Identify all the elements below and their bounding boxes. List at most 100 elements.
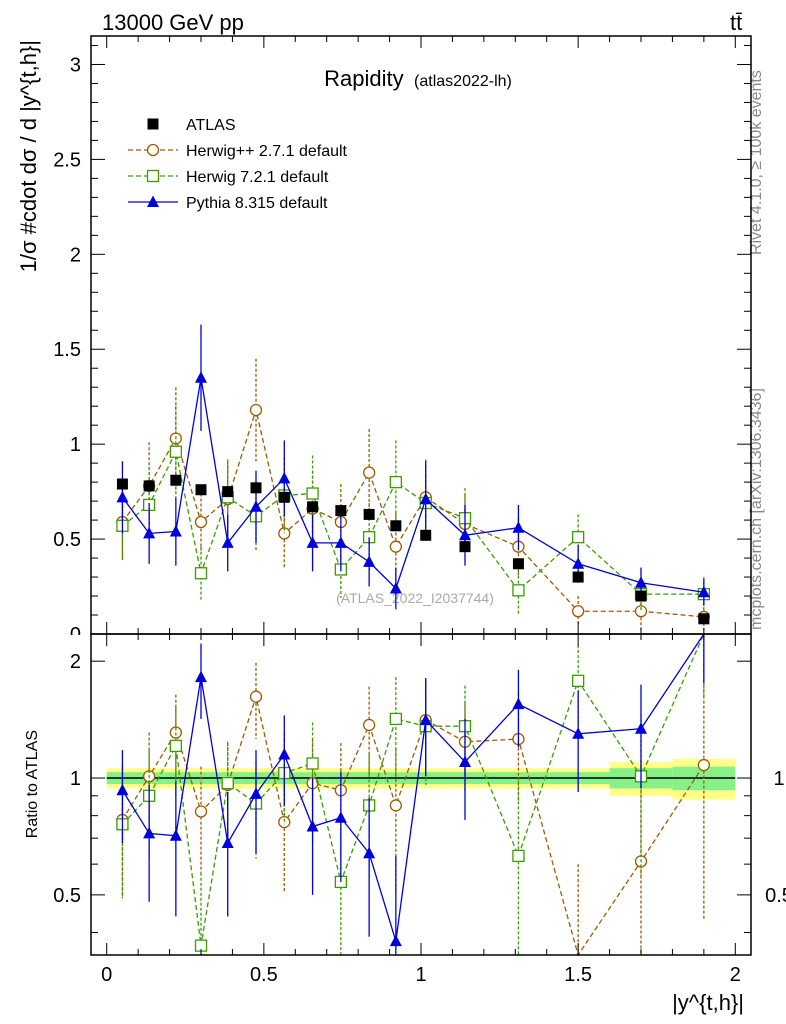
herwig-7-2-1-default-ratio-point — [571, 674, 585, 687]
chart-title: Rapidity — [324, 66, 403, 91]
atlas-point — [572, 571, 584, 583]
legend-label: ATLAS — [186, 117, 236, 134]
x-axis-label: |y^{t,h}| — [672, 990, 744, 1015]
herwig-7-2-1-default-point — [306, 487, 319, 500]
ratio-y-tick-label-right: 0.5 — [765, 885, 786, 907]
pythia-8-315-default-point — [389, 581, 402, 594]
herwig-7-2-1-default-point — [571, 531, 585, 544]
herwig-2-7-1-default-ratio-point — [249, 690, 263, 703]
atlas-point — [512, 558, 524, 570]
ratio-y-tick-label: 1 — [70, 768, 81, 790]
pythia-8-315-default-point — [635, 576, 647, 588]
pythia-8-315-default-ratio-point — [116, 783, 129, 796]
atlas-point — [390, 520, 402, 532]
legend-entry-atlas: ATLAS — [147, 117, 236, 134]
herwig-7-2-1-default-ratio-point — [389, 712, 403, 726]
legend-label: Herwig++ 2.7.1 default — [186, 143, 348, 160]
x-tick-label: 1 — [415, 964, 426, 986]
pythia-8-315-default-point — [169, 524, 182, 537]
herwig-7-2-1-default-ratio-point — [512, 849, 525, 863]
pythia-8-315-default-point — [116, 490, 129, 503]
pythia-8-315-default-point — [419, 492, 432, 505]
pythia-8-315-default-ratio-series — [116, 633, 705, 955]
atlas-series — [116, 474, 710, 625]
herwig-2-7-1-default-point — [634, 605, 648, 618]
legend-entry-pythia-8-315-default: Pythia 8.315 default — [128, 195, 328, 212]
herwig-2-7-1-default-point — [389, 540, 403, 553]
herwig-2-7-1-default-point — [249, 403, 263, 417]
zero-label-mask — [40, 635, 90, 649]
pythia-8-315-default-ratio-point — [389, 934, 402, 947]
atlas-point — [250, 482, 262, 494]
herwig-7-2-1-default-line — [122, 449, 704, 595]
x-tick-label: 1.5 — [564, 964, 592, 986]
legend-marker — [146, 143, 160, 157]
chart-title-group: Rapidity (atlas2022-lh) — [324, 66, 512, 91]
herwig-7-2-1-default-ratio-point — [306, 757, 319, 770]
pythia-8-315-default-line — [121, 377, 704, 593]
legend-entry-herwig-7-2-1-default: Herwig 7.2.1 default — [128, 169, 329, 186]
herwig-2-7-1-default-point — [571, 605, 585, 618]
pythia-8-315-default-point — [697, 585, 710, 598]
atlas-point — [420, 529, 432, 541]
x-tick-label: 2 — [730, 964, 741, 986]
atlas-point — [143, 480, 155, 492]
pythia-8-315-default-point — [195, 371, 207, 383]
y-tick-label: 2.5 — [53, 149, 81, 171]
legend-entry-herwig-2-7-1-default: Herwig++ 2.7.1 default — [128, 143, 348, 160]
pythia-8-315-default-point — [459, 528, 471, 541]
legend-marker — [147, 195, 159, 207]
pythia-8-315-default-point — [250, 500, 262, 512]
pythia-8-315-default-ratio-point — [250, 787, 262, 799]
pythia-8-315-default-series — [116, 324, 710, 610]
pythia-8-315-default-ratio-point — [572, 727, 585, 739]
pythia-8-315-default-point — [334, 536, 347, 548]
atlas-point — [335, 505, 347, 517]
herwig-7-2-1-default-ratio-point — [169, 739, 183, 753]
pythia-8-315-default-point — [278, 471, 291, 484]
y-tick-label: 3 — [70, 54, 81, 76]
herwig-7-2-1-default-point — [194, 567, 208, 580]
herwig-7-2-1-default-point — [389, 475, 403, 489]
process-label: tt̄ — [730, 10, 742, 35]
atlas-point — [170, 474, 182, 486]
analysis-watermark: (ATLAS_2022_I2037744) — [336, 590, 494, 606]
pythia-8-315-default-ratio-point — [143, 826, 156, 839]
herwig-2-7-1-default-line — [121, 407, 704, 618]
rivet-label: Rivet 4.1.0, ≥ 100k events — [748, 70, 765, 255]
pythia-8-315-default-ratio-point — [195, 670, 207, 683]
y-tick-label: 2 — [70, 244, 81, 266]
pythia-8-315-default-ratio-point — [221, 836, 234, 849]
ratio-y-tick-label: 2 — [70, 651, 81, 673]
pythia-8-315-default-ratio-point — [635, 722, 647, 734]
pythia-8-315-default-point — [512, 521, 525, 533]
legend-marker — [146, 169, 160, 183]
atlas-point — [459, 541, 471, 553]
energy-label: 13000 GeV pp — [102, 10, 244, 35]
legend-marker — [147, 118, 159, 130]
herwig-7-2-1-default-point — [169, 445, 183, 458]
pythia-8-315-default-point — [143, 526, 156, 539]
atlas-point — [307, 501, 319, 513]
herwig-2-7-1-default-ratio-line — [121, 694, 705, 957]
pythia-8-315-default-ratio-point — [278, 747, 291, 760]
mcplots-label: mcplots.cern.ch [arXiv:1306.3436] — [748, 388, 765, 630]
herwig-7-2-1-default-ratio-point — [221, 777, 234, 790]
ratio-y-axis-label: Ratio to ATLAS — [24, 730, 41, 838]
pythia-8-315-default-point — [306, 536, 319, 548]
atlas-point — [363, 508, 375, 520]
herwig-7-2-1-default-point — [512, 584, 525, 597]
herwig-2-7-1-default-ratio-point — [697, 758, 711, 772]
pythia-8-315-default-point — [221, 536, 234, 548]
pythia-8-315-default-ratio-point — [512, 697, 525, 710]
y-tick-label: 0.5 — [53, 529, 81, 551]
atlas-point — [635, 590, 647, 602]
pythia-8-315-default-ratio-point — [334, 811, 347, 823]
y-tick-label: 1 — [70, 434, 81, 456]
pythia-8-315-default-ratio-point — [169, 829, 182, 841]
pythia-8-315-default-ratio-point — [363, 846, 376, 859]
herwig-2-7-1-default-ratio-point — [389, 799, 403, 812]
ratio-y-tick-label-right: 1 — [773, 768, 784, 790]
herwig-2-7-1-default-ratio-point — [194, 805, 208, 818]
